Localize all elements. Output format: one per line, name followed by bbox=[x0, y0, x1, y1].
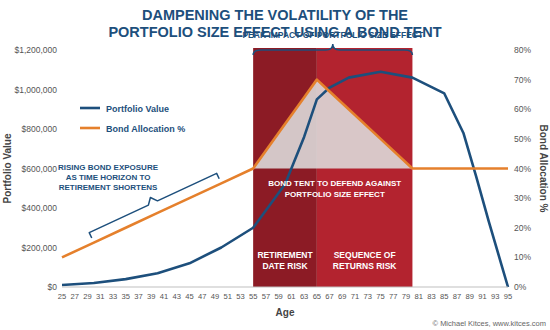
y-tick-label: $600,000 bbox=[22, 164, 58, 174]
regions bbox=[253, 48, 412, 287]
x-tick-label: 79 bbox=[402, 292, 410, 301]
x-tick-label: 91 bbox=[478, 292, 486, 301]
x-tick-label: 57 bbox=[262, 292, 270, 301]
series-line bbox=[62, 72, 508, 287]
y-tick-label: $1,200,000 bbox=[14, 45, 57, 55]
region-label-line: DATE RISK bbox=[262, 261, 308, 271]
y2-tick-label: 20% bbox=[514, 223, 531, 233]
x-tick-label: 51 bbox=[223, 292, 231, 301]
x-tick-label: 65 bbox=[313, 292, 321, 301]
x-tick-label: 49 bbox=[211, 292, 219, 301]
annotation: BOND TENT TO DEFEND AGAINST PORTFOLIO SIZ… bbox=[268, 179, 401, 199]
y-tick-label: $800,000 bbox=[22, 124, 58, 134]
x-tick-label: 67 bbox=[325, 292, 333, 301]
region-label: RETIREMENTDATE RISK bbox=[257, 250, 313, 271]
x-tick-label: 25 bbox=[58, 292, 66, 301]
legend: Portfolio Value Bond Allocation % bbox=[80, 104, 185, 134]
x-tick-label: 95 bbox=[504, 292, 512, 301]
y-tick-label: $0 bbox=[48, 282, 58, 292]
x-tick-label: 31 bbox=[96, 292, 104, 301]
y2-tick-label: 0% bbox=[514, 282, 527, 292]
x-tick-label: 43 bbox=[172, 292, 180, 301]
annotation-line: RETIREMENT SHORTENS bbox=[59, 183, 158, 192]
annotation-line: BOND TENT TO DEFEND AGAINST bbox=[268, 179, 401, 188]
y2-tick-label: 80% bbox=[514, 45, 531, 55]
x-tick-label: 47 bbox=[198, 292, 206, 301]
x-tick-label: 45 bbox=[185, 292, 193, 301]
x-tick-label: 53 bbox=[236, 292, 244, 301]
region-label: SEQUENCE OFRETURNS RISK bbox=[333, 250, 398, 271]
legend-swatch bbox=[80, 107, 100, 110]
x-tick-label: 87 bbox=[453, 292, 461, 301]
annotation: PEAK IMPACT OF PORTFOLIO SIZE EFFECT bbox=[242, 30, 424, 40]
x-tick-label: 75 bbox=[376, 292, 384, 301]
x-tick-label: 77 bbox=[389, 292, 397, 301]
source: © Michael Kitces, www.kitces.com bbox=[433, 319, 546, 328]
x-tick-label: 73 bbox=[364, 292, 372, 301]
region-label-line: RETIREMENT bbox=[257, 250, 313, 260]
annotation-line: RISING BOND EXPOSURE bbox=[58, 163, 159, 172]
y-axis-title: Portfolio Value bbox=[2, 133, 13, 203]
x-axis-line bbox=[62, 287, 508, 288]
region-label-line: SEQUENCE OF bbox=[334, 250, 396, 260]
y2-tick-label: 10% bbox=[514, 252, 531, 262]
annotation-line: AS TIME HORIZON TO bbox=[66, 173, 151, 182]
annotation: RISING BOND EXPOSUREAS TIME HORIZON TORE… bbox=[58, 163, 159, 192]
x-tick-label: 83 bbox=[427, 292, 435, 301]
plot-area bbox=[62, 72, 508, 287]
x-tick-label: 81 bbox=[415, 292, 423, 301]
x-tick-label: 85 bbox=[440, 292, 448, 301]
title: DAMPENING THE VOLATILITY OF THEPORTFOLIO… bbox=[108, 7, 441, 40]
x-axis-title: Age bbox=[276, 307, 295, 318]
title-line: DAMPENING THE VOLATILITY OF THE bbox=[142, 7, 408, 23]
x-tick-label: 93 bbox=[491, 292, 499, 301]
x-tick-label: 63 bbox=[300, 292, 308, 301]
y2-tick-label: 40% bbox=[514, 164, 531, 174]
legend-label: Portfolio Value bbox=[106, 104, 169, 114]
y2-tick-label: 60% bbox=[514, 104, 531, 114]
annotation-line: PORTFOLIO SIZE EFFECT bbox=[285, 190, 385, 199]
y2-axis-title: Bond Allocation % bbox=[538, 125, 549, 213]
x-tick-label: 55 bbox=[249, 292, 257, 301]
x-tick-label: 37 bbox=[134, 292, 142, 301]
y2-tick-label: 30% bbox=[514, 193, 531, 203]
legend-swatch bbox=[80, 127, 100, 130]
y2-tick-label: 50% bbox=[514, 134, 531, 144]
y2-tick-label: 70% bbox=[514, 75, 531, 85]
brace bbox=[253, 44, 412, 55]
x-tick-label: 29 bbox=[83, 292, 91, 301]
chart: DAMPENING THE VOLATILITY OF THEPORTFOLIO… bbox=[0, 0, 550, 330]
y-tick-label: $200,000 bbox=[22, 243, 58, 253]
x-tick-label: 33 bbox=[109, 292, 117, 301]
x-tick-label: 61 bbox=[287, 292, 295, 301]
x-tick-label: 59 bbox=[274, 292, 282, 301]
x-tick-label: 27 bbox=[71, 292, 79, 301]
x-tick-label: 41 bbox=[160, 292, 168, 301]
title-line: PORTFOLIO SIZE EFFECT USING A BOND TENT bbox=[108, 24, 441, 40]
x-tick-label: 35 bbox=[121, 292, 129, 301]
x-tick-label: 89 bbox=[466, 292, 474, 301]
x-tick-label: 69 bbox=[338, 292, 346, 301]
y-tick-label: $400,000 bbox=[22, 203, 58, 213]
x-tick-label: 71 bbox=[351, 292, 359, 301]
y-tick-label: $1,000,000 bbox=[14, 85, 57, 95]
x-tick-label: 39 bbox=[147, 292, 155, 301]
legend-label: Bond Allocation % bbox=[106, 124, 185, 134]
region-label-line: RETURNS RISK bbox=[333, 261, 398, 271]
